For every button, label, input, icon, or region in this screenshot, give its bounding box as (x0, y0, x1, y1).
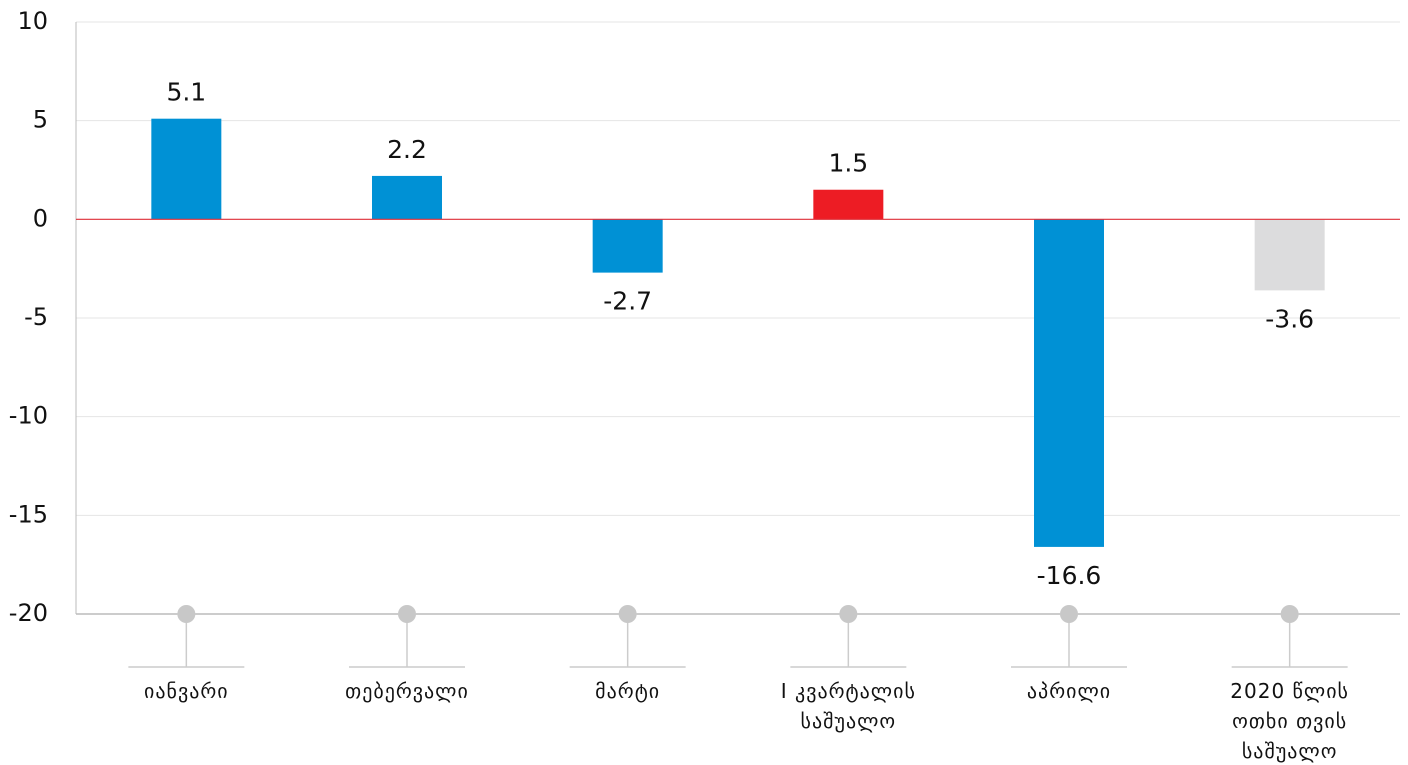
value-label: -3.6 (1265, 304, 1314, 333)
bar (592, 219, 663, 273)
bar (372, 175, 442, 220)
category-dot (618, 605, 637, 623)
x-tick-label: 2020 წლის ოთხი თვის საშუალო (1230, 679, 1349, 763)
y-tick-label: 0 (33, 204, 48, 232)
category-dot (398, 605, 416, 623)
value-label: -2.7 (603, 287, 652, 316)
y-tick-label: 5 (33, 106, 48, 134)
value-label: -16.6 (1037, 561, 1102, 590)
bar (1034, 219, 1104, 547)
bar (151, 118, 222, 220)
y-tick-label: -15 (9, 500, 48, 528)
x-tick-label: I კვარტალის საშუალო (780, 679, 916, 733)
x-tick-label: აპრილი (1026, 679, 1112, 703)
y-tick-label: -20 (9, 599, 48, 627)
category-dot (1280, 605, 1299, 623)
y-tick-label: -10 (9, 402, 48, 430)
category-dot (839, 605, 858, 623)
bar (813, 189, 884, 220)
category-dot (1060, 605, 1078, 623)
value-label: 5.1 (166, 78, 206, 107)
value-label: 2.2 (387, 135, 427, 164)
category-dot (177, 605, 196, 623)
y-tick-label: 10 (17, 7, 48, 35)
bar (1254, 219, 1325, 291)
x-tick-label: მარტი (595, 679, 661, 703)
x-tick-label: იანვარი (144, 679, 229, 703)
x-tick-label: თებერვალი (345, 679, 469, 703)
value-label: 1.5 (828, 149, 868, 178)
y-tick-label: -5 (24, 303, 48, 331)
